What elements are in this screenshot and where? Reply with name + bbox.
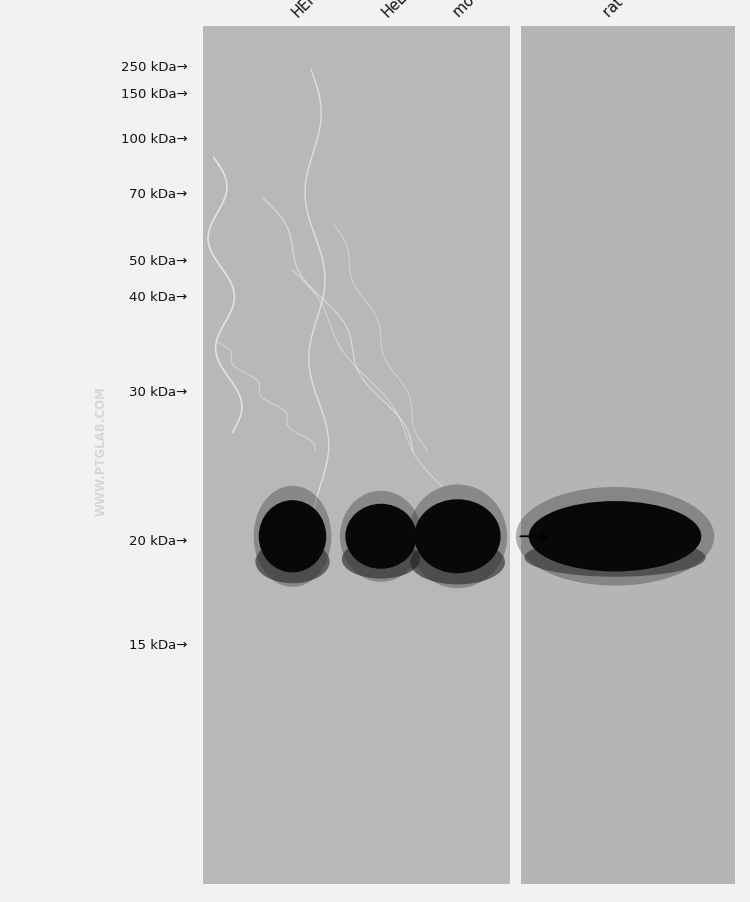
Bar — [202, 27, 510, 884]
Text: 50 kDa→: 50 kDa→ — [129, 255, 188, 268]
Text: 100 kDa→: 100 kDa→ — [121, 133, 188, 146]
Ellipse shape — [342, 540, 420, 579]
Text: 40 kDa→: 40 kDa→ — [129, 291, 188, 304]
Ellipse shape — [254, 486, 332, 587]
Ellipse shape — [516, 487, 714, 586]
Text: 150 kDa→: 150 kDa→ — [121, 88, 188, 101]
Text: 15 kDa→: 15 kDa→ — [129, 639, 188, 651]
Ellipse shape — [408, 485, 507, 588]
Ellipse shape — [414, 500, 501, 574]
Ellipse shape — [345, 504, 417, 569]
Ellipse shape — [340, 492, 422, 582]
Text: 20 kDa→: 20 kDa→ — [129, 535, 188, 548]
Text: HEK-293: HEK-293 — [290, 0, 344, 20]
Text: 70 kDa→: 70 kDa→ — [129, 188, 188, 200]
Ellipse shape — [259, 501, 326, 573]
Text: mouse brain: mouse brain — [451, 0, 526, 20]
Text: HeLa: HeLa — [380, 0, 416, 20]
Text: WWW.PTGLAB.COM: WWW.PTGLAB.COM — [94, 386, 108, 516]
Text: rat brain: rat brain — [601, 0, 656, 20]
Text: 250 kDa→: 250 kDa→ — [121, 61, 188, 74]
Ellipse shape — [255, 540, 330, 584]
Bar — [521, 27, 735, 884]
Ellipse shape — [529, 502, 701, 572]
Ellipse shape — [410, 540, 505, 584]
Text: 30 kDa→: 30 kDa→ — [129, 386, 188, 399]
Ellipse shape — [524, 538, 706, 577]
